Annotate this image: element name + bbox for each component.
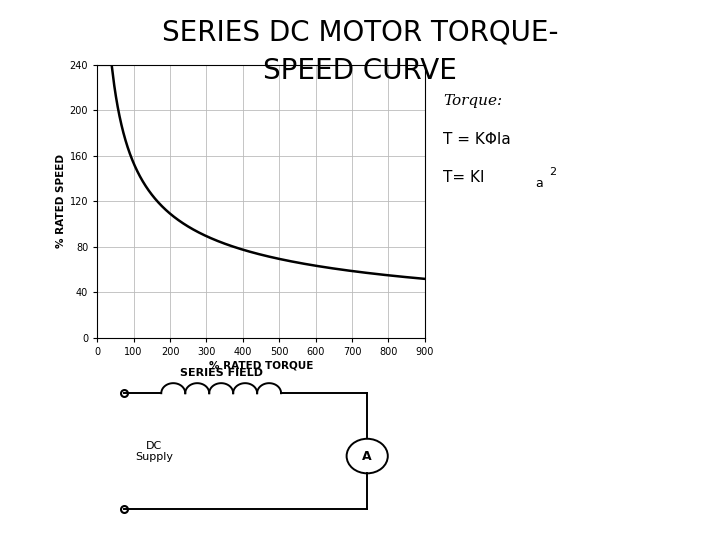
Text: T= KI: T= KI [443, 170, 485, 185]
Y-axis label: % RATED SPEED: % RATED SPEED [55, 154, 66, 248]
Text: T = KΦIa: T = KΦIa [443, 132, 510, 147]
Text: SPEED CURVE: SPEED CURVE [263, 57, 457, 85]
Text: Torque:: Torque: [443, 94, 502, 109]
Text: a: a [535, 177, 543, 190]
Text: SERIES FIELD: SERIES FIELD [180, 368, 263, 378]
Text: 2: 2 [549, 167, 557, 178]
Text: DC
Supply: DC Supply [135, 441, 173, 462]
Text: SERIES DC MOTOR TORQUE-: SERIES DC MOTOR TORQUE- [162, 19, 558, 47]
Text: A: A [362, 450, 372, 463]
X-axis label: % RATED TORQUE: % RATED TORQUE [209, 361, 313, 370]
